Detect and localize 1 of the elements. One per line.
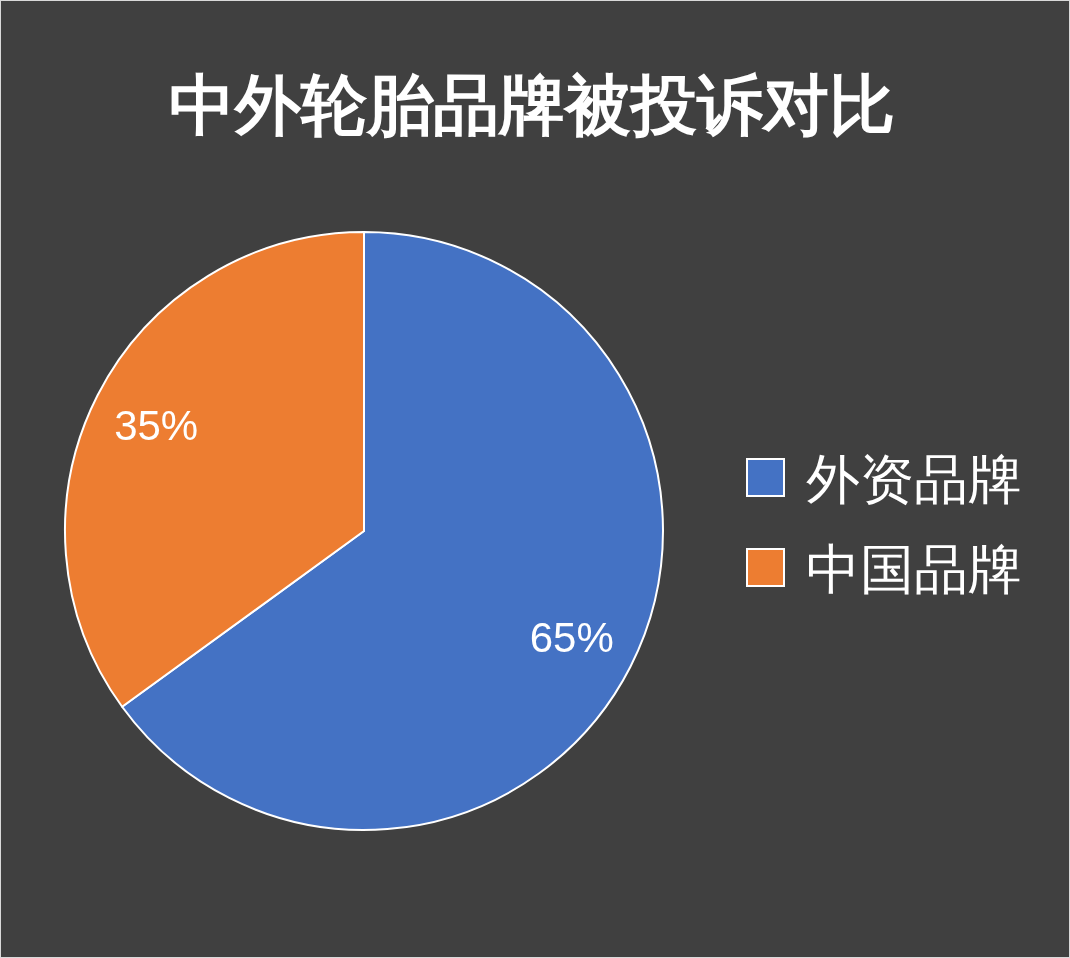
title: 中外轮胎品牌被投诉对比 bbox=[169, 67, 895, 144]
